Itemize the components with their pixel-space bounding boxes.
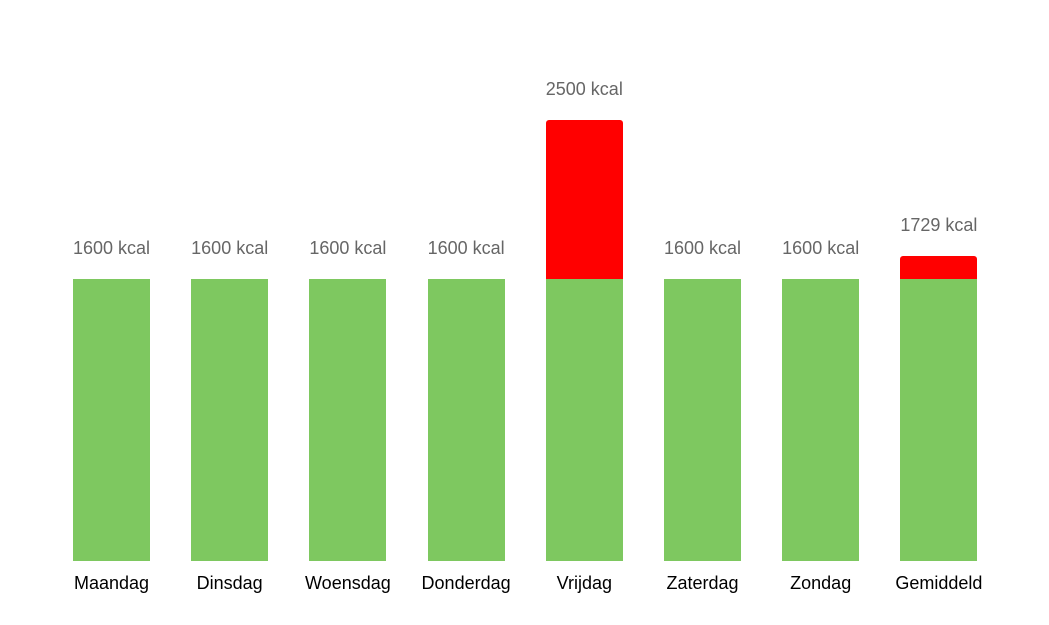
value-label: 1600 kcal [309, 238, 387, 258]
bar-vrijdag: 2500 kcal [546, 0, 623, 625]
category-label: Dinsdag [196, 573, 263, 593]
value-label: 1600 kcal [663, 238, 742, 258]
value-label: 1600 kcal [191, 238, 269, 258]
category-label: Vrijdag [556, 573, 612, 593]
bar-segment-base [545, 279, 623, 561]
bar-segment-base [191, 279, 269, 561]
category-label: Zondag [790, 573, 852, 593]
bar-dinsdag: 1600 kcal [191, 0, 268, 625]
category-label: Woensdag [305, 573, 391, 593]
bar-segment-base [900, 279, 978, 561]
value-label: 1600 kcal [72, 238, 151, 258]
category-label: Donderdag [421, 573, 511, 593]
value-label: 2500 kcal [545, 79, 623, 100]
bar-donderdag: 1600 kcal [428, 0, 505, 625]
bar-segment-base [782, 279, 860, 561]
bar-zondag: 1600 kcal [782, 0, 859, 625]
bar-segment-excess [900, 256, 978, 279]
value-label: 1600 kcal [782, 238, 860, 258]
bar-gemiddeld: 1729 kcal [900, 0, 977, 625]
bar-segment-base [427, 279, 505, 561]
bar-maandag: 1600 kcal [73, 0, 150, 625]
category-label: Maandag [73, 573, 150, 593]
value-label: 1729 kcal [900, 215, 978, 236]
category-label: Gemiddeld [895, 573, 983, 593]
bar-zaterdag: 1600 kcal [664, 0, 741, 625]
bar-segment-base [664, 279, 741, 561]
bar-segment-base [73, 279, 150, 561]
value-label: 1600 kcal [427, 238, 505, 258]
bar-woensdag: 1600 kcal [309, 0, 386, 625]
bar-segment-excess [545, 120, 623, 279]
category-label: Zaterdag [666, 573, 739, 593]
bar-segment-base [309, 279, 387, 561]
